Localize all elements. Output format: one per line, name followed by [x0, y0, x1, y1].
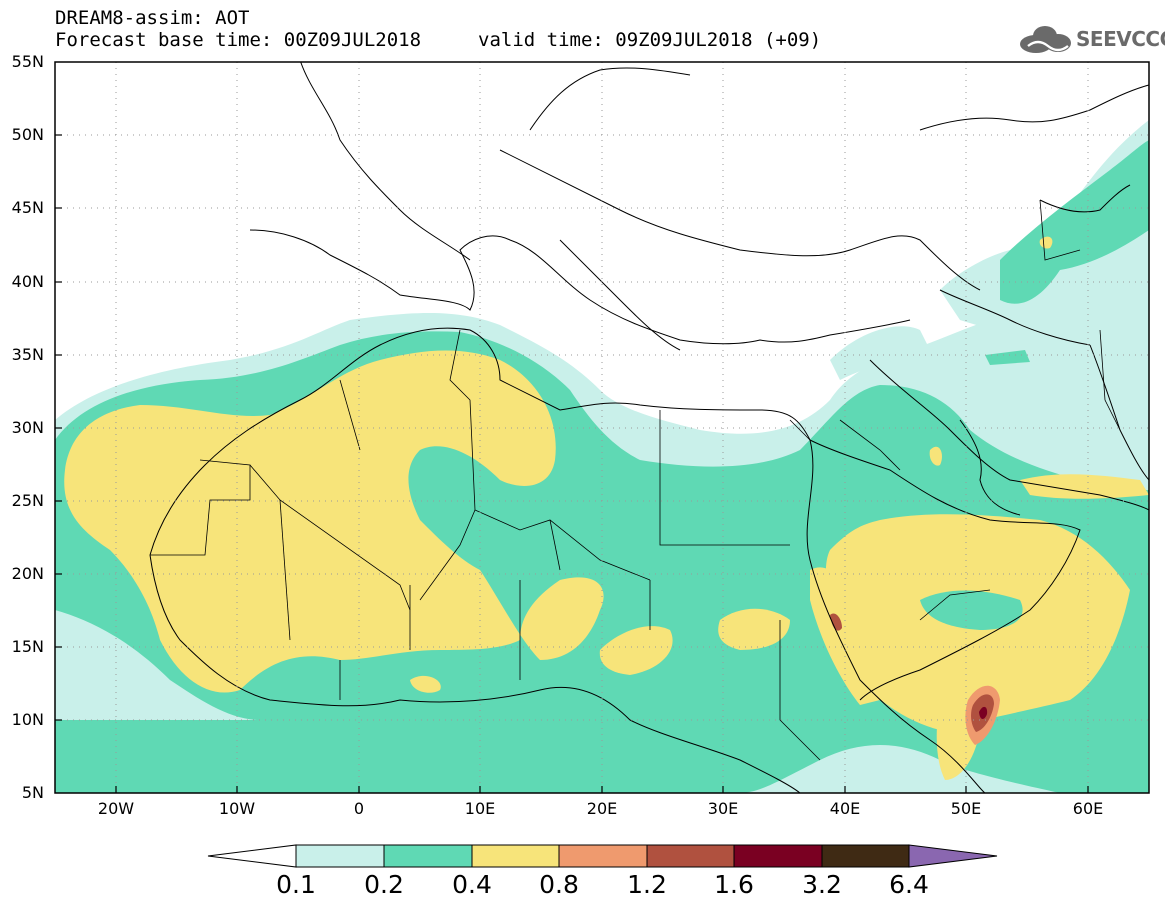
lon-label: 20W — [97, 799, 135, 818]
aot-contour-0.4 — [64, 350, 604, 693]
colorbar-label: 0.8 — [539, 870, 579, 899]
lon-label: 50E — [950, 799, 982, 818]
colorbar — [207, 844, 998, 868]
colorbar-label: 1.6 — [714, 870, 754, 899]
colorbar-bin — [295, 844, 385, 868]
colorbar-label: 0.4 — [452, 870, 492, 899]
aot-contour-0.2 — [985, 350, 1030, 365]
aot-contour-0.2 — [1000, 140, 1149, 304]
aot-contour-0.2 — [55, 610, 260, 720]
aot-contour-0.4 — [1039, 236, 1053, 249]
valid-time: valid time: 09Z09JUL2018 (+09) — [478, 29, 822, 51]
colorbar-bin — [558, 844, 648, 868]
axis-ticks — [55, 134, 1089, 793]
lat-label: 45N — [11, 198, 44, 217]
colorbar-bin — [821, 844, 910, 868]
coastlines — [149, 62, 1149, 793]
colorbar-bin — [383, 844, 473, 868]
lat-label: 5N — [21, 783, 44, 802]
lat-label: 30N — [11, 418, 44, 437]
lat-label: 10N — [11, 710, 44, 729]
lon-label: 0 — [353, 799, 365, 818]
logo-text: SEEVCCC — [1076, 27, 1165, 51]
aot-contour-1.2 — [830, 613, 842, 631]
borders — [150, 199, 1121, 761]
lat-label: 15N — [11, 637, 44, 656]
colorbar-label: 3.2 — [802, 870, 842, 899]
colorbar-label: 0.2 — [364, 870, 404, 899]
colorbar-over-arrow — [908, 844, 998, 868]
aot-contour-1.6 — [979, 706, 988, 719]
aot-contour-0.4 — [410, 675, 441, 693]
aot-contour-0.4 — [599, 626, 673, 675]
lon-label: 60E — [1072, 799, 1104, 818]
colorbar-bin — [733, 844, 823, 868]
lat-label: 40N — [11, 272, 44, 291]
aot-contour-0.4 — [929, 446, 942, 466]
lon-label: 10W — [218, 799, 256, 818]
aot-contour-0.4 — [718, 608, 790, 650]
colorbar-label: 6.4 — [889, 870, 929, 899]
aot-contour-0.4 — [1020, 474, 1149, 499]
colorbar-bin — [646, 844, 735, 868]
aot-contour-0.4 — [920, 590, 1023, 630]
colorbar-bin — [471, 844, 560, 868]
colorbar-label: 0.1 — [276, 870, 316, 899]
aot-contour-0.1 — [830, 326, 930, 380]
lat-label: 50N — [11, 125, 44, 144]
lon-label: 40E — [829, 799, 861, 818]
lon-label: 20E — [586, 799, 618, 818]
grid — [55, 62, 1149, 793]
lat-label: 25N — [11, 491, 44, 510]
lat-label: 20N — [11, 564, 44, 583]
lat-label: 35N — [11, 345, 44, 364]
lon-label: 10E — [464, 799, 496, 818]
lat-label: 55N — [11, 52, 44, 71]
forecast-base-time: Forecast base time: 00Z09JUL2018 — [55, 29, 422, 51]
lon-label: 30E — [707, 799, 739, 818]
colorbar-label: 1.2 — [627, 870, 667, 899]
aot-field — [55, 62, 1149, 793]
cloud-icon — [1020, 26, 1071, 53]
map-title: DREAM8-assim: AOT — [55, 7, 250, 29]
colorbar-under-arrow — [207, 844, 297, 868]
aot-contour-0.4 — [810, 567, 880, 705]
